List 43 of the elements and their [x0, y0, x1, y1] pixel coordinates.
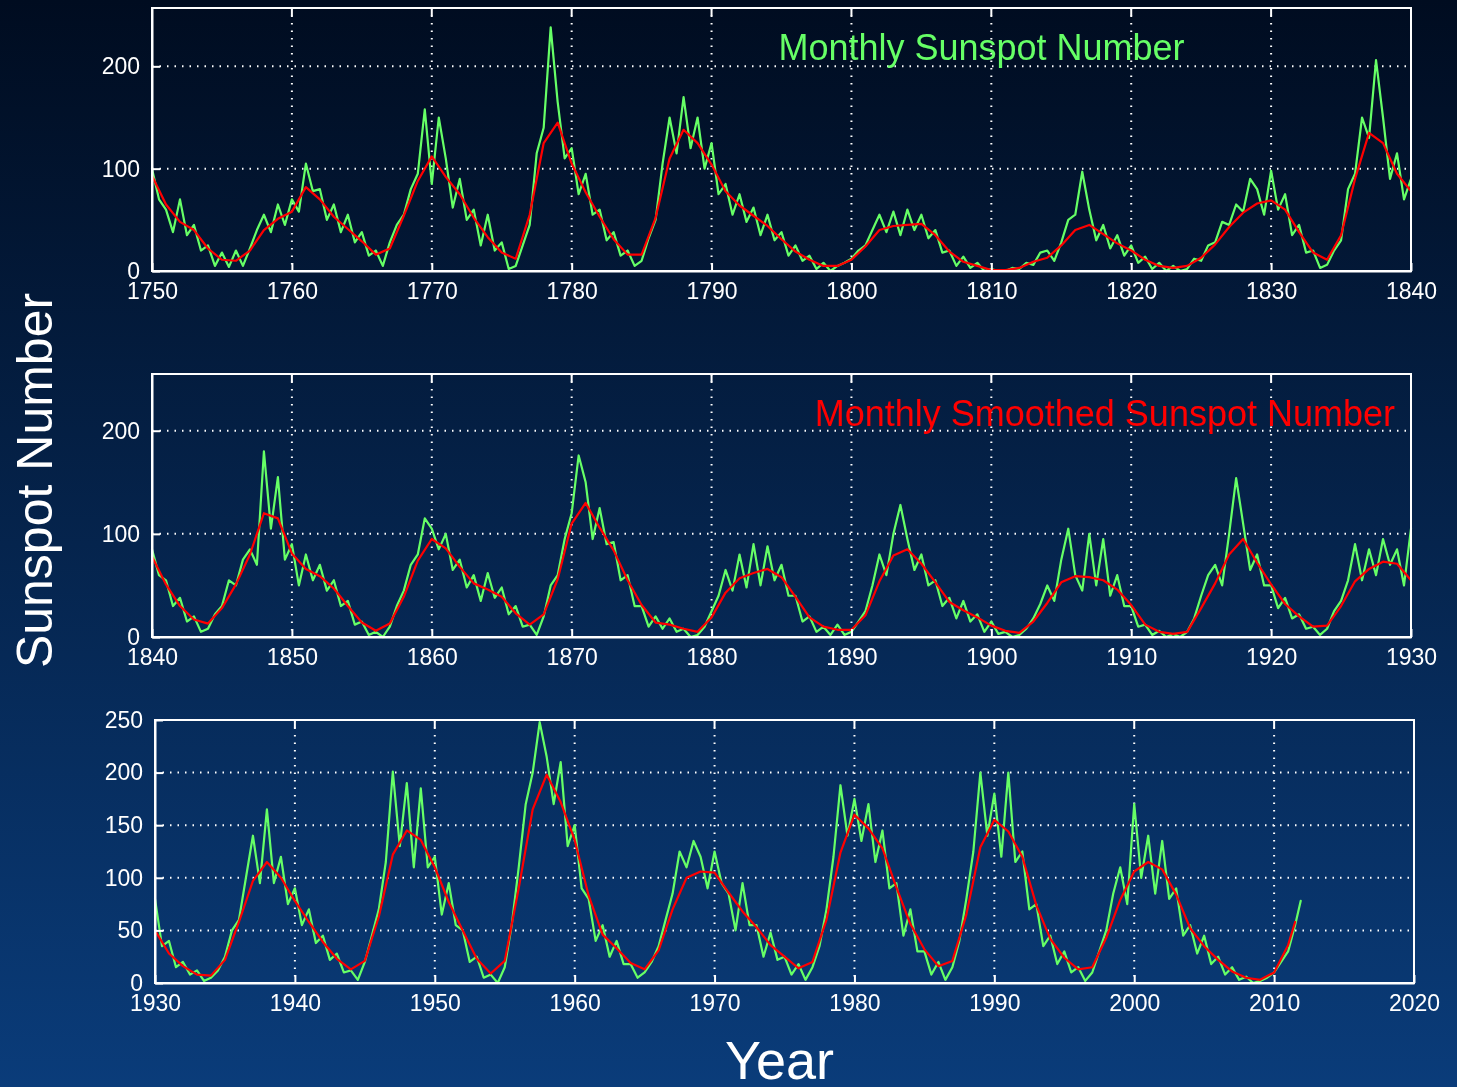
x-tick-label: 1940 [269, 990, 321, 1017]
x-tick-label: 1820 [1106, 278, 1158, 305]
x-tick-label: 1830 [1246, 278, 1298, 305]
x-tick-label: 1970 [689, 990, 741, 1017]
x-tick-label: 1800 [826, 278, 878, 305]
x-tick-label: 1770 [406, 278, 458, 305]
x-tick-label: 1860 [406, 644, 458, 671]
y-axis-title: Sunspot Number [7, 292, 63, 669]
text: Monthly Smoothed Sunspot Number [814, 393, 1396, 434]
x-tick-label: 2020 [1388, 990, 1441, 1017]
x-tick-label: 1910 [1106, 644, 1158, 671]
x-tick-label: 1760 [266, 278, 318, 305]
x-tick-label: 1950 [409, 990, 461, 1017]
y-tick-label: 100 [101, 520, 140, 547]
x-tick-label: 1930 [1385, 644, 1438, 671]
x-tick-label: 1930 [129, 990, 182, 1017]
x-tick-label: 1990 [969, 990, 1021, 1017]
x-tick-label: 1880 [686, 644, 738, 671]
x-tick-label: 1980 [829, 990, 881, 1017]
x-tick-label: 1870 [546, 644, 598, 671]
x-tick-label: 1750 [126, 278, 179, 305]
x-tick-label: 1810 [966, 278, 1018, 305]
y-tick-label: 100 [104, 864, 143, 891]
y-tick-label: 50 [117, 917, 143, 944]
x-tick-label: 1900 [966, 644, 1018, 671]
text: Monthly Sunspot Number [778, 27, 1185, 68]
x-tick-label: 1840 [1385, 278, 1438, 305]
y-tick-label: 250 [104, 706, 143, 733]
x-tick-label: 1780 [546, 278, 598, 305]
x-axis-title: Year [724, 1030, 835, 1087]
x-tick-label: 1850 [266, 644, 318, 671]
x-tick-label: 1890 [826, 644, 878, 671]
x-tick-label: 2000 [1109, 990, 1161, 1017]
x-tick-label: 1960 [549, 990, 601, 1017]
y-tick-label: 200 [104, 759, 143, 786]
x-tick-label: 1840 [126, 644, 179, 671]
x-tick-label: 2010 [1249, 990, 1301, 1017]
y-tick-label: 200 [101, 417, 140, 444]
x-tick-label: 1920 [1246, 644, 1298, 671]
y-tick-label: 100 [101, 155, 140, 182]
x-tick-label: 1790 [686, 278, 738, 305]
y-tick-label: 150 [104, 812, 143, 839]
y-tick-label: 200 [101, 53, 140, 80]
